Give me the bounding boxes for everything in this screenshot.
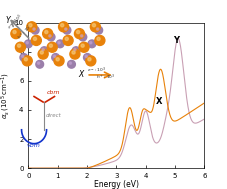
Circle shape — [70, 49, 80, 59]
Circle shape — [86, 56, 96, 66]
X-axis label: Energy (eV): Energy (eV) — [94, 180, 139, 189]
Circle shape — [38, 49, 48, 59]
Circle shape — [88, 40, 96, 48]
Circle shape — [68, 60, 75, 68]
Circle shape — [37, 62, 40, 64]
Circle shape — [22, 56, 32, 66]
Circle shape — [72, 47, 80, 54]
Circle shape — [22, 55, 24, 57]
Circle shape — [40, 47, 48, 54]
Circle shape — [53, 55, 56, 57]
Text: $e^-: 10^3$: $e^-: 10^3$ — [87, 65, 106, 75]
Circle shape — [42, 48, 44, 51]
Circle shape — [20, 54, 28, 61]
Circle shape — [74, 29, 84, 39]
Circle shape — [52, 54, 59, 61]
Circle shape — [45, 30, 48, 34]
Circle shape — [79, 33, 87, 41]
Text: vbm: vbm — [26, 143, 40, 148]
Circle shape — [36, 60, 44, 68]
Text: $X$: $X$ — [78, 68, 86, 79]
Circle shape — [26, 42, 28, 44]
Circle shape — [49, 44, 52, 47]
Circle shape — [84, 54, 91, 61]
Circle shape — [72, 51, 75, 54]
Circle shape — [95, 26, 103, 34]
Circle shape — [25, 40, 32, 48]
Circle shape — [63, 26, 71, 34]
Circle shape — [56, 40, 64, 48]
Circle shape — [54, 56, 64, 66]
Circle shape — [33, 28, 35, 30]
Text: cbm: cbm — [47, 90, 60, 95]
Circle shape — [81, 35, 83, 37]
Circle shape — [61, 24, 64, 27]
Circle shape — [69, 62, 72, 64]
Text: $h^+: 10^5$: $h^+: 10^5$ — [16, 21, 36, 42]
Circle shape — [47, 42, 57, 52]
Circle shape — [65, 28, 67, 30]
Circle shape — [27, 22, 37, 32]
Text: direct: direct — [46, 113, 62, 118]
Circle shape — [17, 44, 21, 47]
Circle shape — [43, 29, 53, 39]
Circle shape — [24, 58, 27, 61]
Circle shape — [40, 51, 43, 54]
Circle shape — [59, 22, 69, 32]
Circle shape — [92, 24, 96, 27]
Circle shape — [90, 22, 100, 32]
Circle shape — [97, 37, 100, 40]
Text: $h^+: 10^3$: $h^+: 10^3$ — [96, 73, 116, 82]
Circle shape — [90, 42, 92, 44]
Circle shape — [58, 42, 60, 44]
Text: X: X — [156, 97, 163, 106]
Circle shape — [65, 37, 68, 40]
Circle shape — [96, 28, 99, 30]
Circle shape — [33, 37, 37, 40]
Circle shape — [63, 36, 73, 45]
Circle shape — [74, 48, 76, 51]
Circle shape — [95, 36, 105, 45]
Text: Y: Y — [173, 36, 180, 45]
Circle shape — [11, 29, 21, 39]
Circle shape — [29, 24, 32, 27]
Text: $e^-: 10^5$: $e^-: 10^5$ — [6, 12, 26, 32]
Circle shape — [88, 58, 91, 61]
Circle shape — [31, 36, 41, 45]
Circle shape — [15, 42, 25, 52]
Circle shape — [79, 42, 89, 52]
Text: $Y$: $Y$ — [5, 14, 12, 25]
Circle shape — [56, 58, 59, 61]
Circle shape — [85, 55, 87, 57]
Circle shape — [49, 35, 51, 37]
Y-axis label: $\alpha_s\,(10^5\,\mathrm{cm}^{-1})$: $\alpha_s\,(10^5\,\mathrm{cm}^{-1})$ — [0, 72, 12, 119]
Circle shape — [31, 26, 39, 34]
Circle shape — [76, 30, 80, 34]
Circle shape — [81, 44, 84, 47]
Circle shape — [13, 30, 16, 34]
Circle shape — [47, 33, 55, 41]
